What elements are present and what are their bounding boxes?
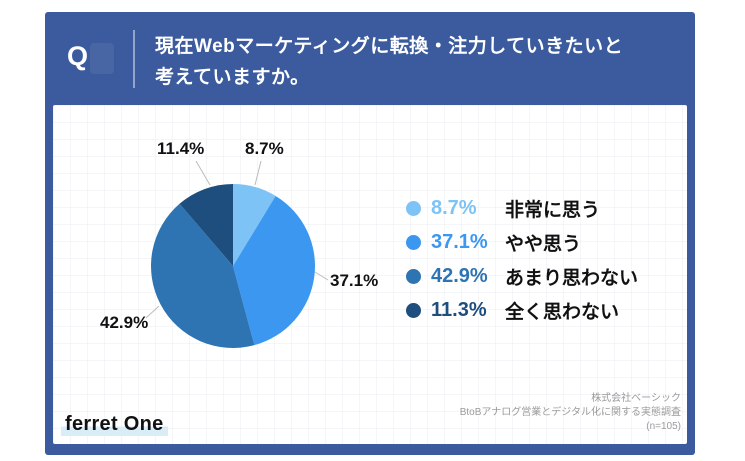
pie-chart	[145, 160, 329, 349]
legend-item: 8.7% 非常に思う	[406, 191, 638, 225]
pie-slice-very-much	[233, 184, 276, 266]
pie-label-somewhat: 37.1%	[330, 271, 379, 290]
leader-line-11-4	[195, 160, 211, 186]
source-company: 株式会社ベーシック	[591, 393, 681, 404]
leader-line-37-1	[314, 271, 329, 281]
legend-label: あまり思わない	[505, 267, 639, 289]
legend-percent: 11.3%	[431, 298, 487, 321]
question-title-line1: 現在Webマーケティングに転換・注力していきたいと	[155, 36, 624, 57]
legend-color-dot	[406, 268, 421, 284]
legend-label: 全く思わない	[505, 301, 620, 323]
pie-label-not-really: 42.9%	[100, 313, 149, 332]
pie-label-very-much: 8.7%	[245, 139, 284, 158]
ferret-one-logo: ferret One	[61, 413, 168, 436]
question-title: 現在Webマーケティングに転換・注力していきたいと 考えていますか。	[155, 31, 623, 93]
pie-slice-somewhat	[233, 195, 316, 346]
legend-color-dot	[406, 302, 421, 318]
legend-percent: 8.7%	[431, 196, 477, 219]
legend-percent: 37.1%	[431, 230, 488, 253]
pie-slice-not-really	[150, 203, 255, 349]
question-title-line2: 考えていますか。	[155, 67, 310, 88]
legend-item: 11.3% 全く思わない	[406, 293, 638, 327]
source-sample-size: (n=105)	[646, 421, 681, 432]
legend-percent: 42.9%	[431, 264, 488, 287]
survey-card: Q 現在Webマーケティングに転換・注力していきたいと 考えていますか。 8.7…	[45, 12, 695, 455]
q-label: Q	[67, 41, 89, 71]
source-attribution: 株式会社ベーシック BtoBアナログ営業とデジタル化に関する実態調査 (n=10…	[460, 392, 681, 434]
pie-slice-not-at-all	[179, 184, 233, 266]
legend-item: 37.1% やや思う	[406, 225, 638, 259]
pie-label-not-at-all: 11.4%	[157, 139, 205, 158]
question-header: Q 現在Webマーケティングに転換・注力していきたいと 考えていますか。	[45, 12, 695, 105]
legend-color-dot	[406, 234, 421, 250]
legend-color-dot	[406, 200, 421, 216]
legend-label: 非常に思う	[505, 199, 601, 221]
legend-label: やや思う	[505, 233, 582, 255]
source-survey-name: BtoBアナログ営業とデジタル化に関する実態調査	[459, 407, 681, 418]
leader-line-42-9	[145, 305, 160, 319]
vertical-divider	[133, 30, 135, 88]
chart-area: 8.7% 37.1% 42.9% 11.4% 8.7% 非常に思う 37.1% …	[53, 105, 687, 444]
leader-line-8-7	[254, 160, 262, 186]
legend: 8.7% 非常に思う 37.1% やや思う 42.9% あまり思わない 11.3…	[406, 191, 638, 327]
legend-item: 42.9% あまり思わない	[406, 259, 638, 293]
q-badge-box	[90, 43, 114, 74]
